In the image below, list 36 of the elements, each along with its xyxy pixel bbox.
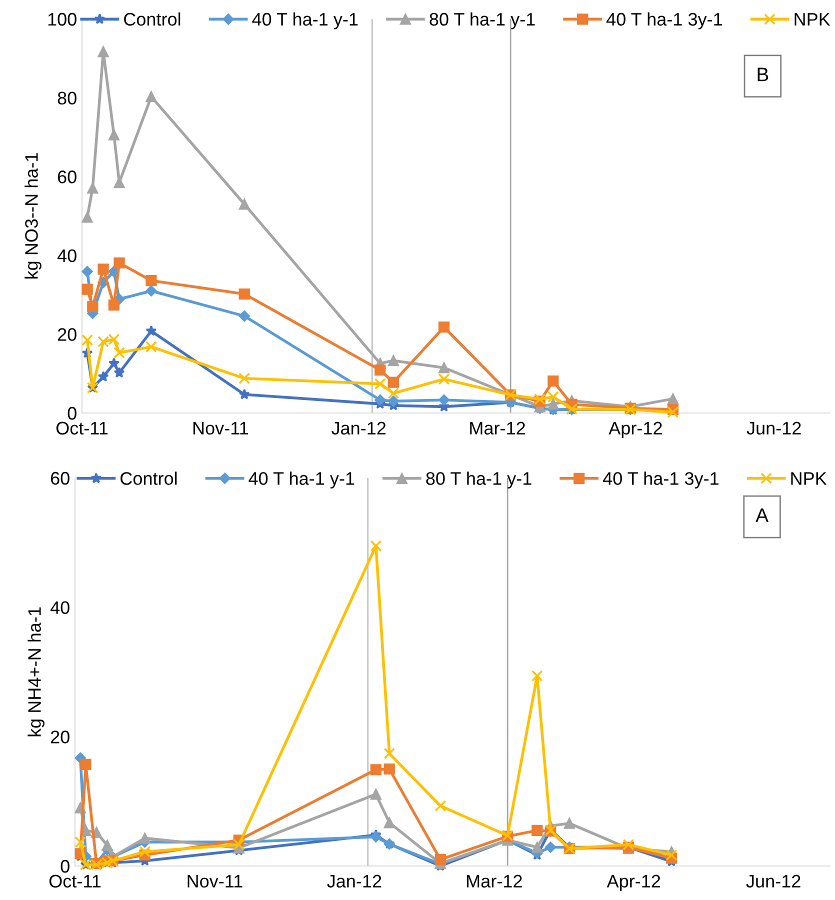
x-tick-label: Oct-11 bbox=[56, 422, 108, 435]
y-tick-label: 0 bbox=[60, 860, 70, 873]
x-tick-label: Jan-12 bbox=[327, 874, 382, 888]
legend-label: 40 T ha-1 3y-1 bbox=[602, 472, 718, 488]
legend-label: 40 T ha-1 3y-1 bbox=[606, 12, 722, 30]
y-tick-label: 40 bbox=[50, 601, 70, 614]
y-axis-title: kg NO3--N ha-1 bbox=[24, 153, 42, 278]
annotation: A bbox=[756, 508, 768, 522]
y-tick-label: 60 bbox=[50, 472, 70, 485]
x-tick-label: Apr-12 bbox=[608, 422, 662, 438]
y-tick-label: 60 bbox=[58, 170, 76, 184]
legend-label: NPK bbox=[794, 13, 830, 26]
x-tick-label: Jun-12 bbox=[746, 874, 800, 888]
x-tick-label: Jun-12 bbox=[746, 422, 801, 435]
y-tick-label: 40 bbox=[57, 249, 76, 262]
x-tick-label: Mar-12 bbox=[470, 422, 525, 435]
y-axis-title: kg NH4+-N ha-1 bbox=[28, 607, 44, 736]
legend-label: Control bbox=[120, 472, 177, 485]
legend-label: 80 T ha-1 y-1 bbox=[430, 12, 535, 30]
x-tick-label: Oct-11 bbox=[49, 874, 101, 888]
legend-label: Control bbox=[124, 12, 180, 26]
legend-label: NPK bbox=[791, 472, 827, 485]
y-tick-label: 20 bbox=[50, 730, 70, 744]
x-tick-label: Apr-12 bbox=[606, 874, 660, 892]
legend-label: 40 T ha-1 y-1 bbox=[252, 12, 358, 30]
y-tick-label: 20 bbox=[58, 328, 76, 341]
y-tick-label: 0 bbox=[68, 406, 76, 420]
annotation: B bbox=[758, 68, 768, 82]
x-tick-label: Nov-11 bbox=[188, 874, 242, 888]
legend-label: 40 T ha-1 y-1 bbox=[248, 472, 354, 488]
x-tick-label: Jan-12 bbox=[332, 422, 386, 435]
legend-label: 80 T ha-1 y-1 bbox=[426, 472, 532, 488]
y-tick-label: 80 bbox=[58, 92, 76, 105]
y-tick-label: 100 bbox=[48, 12, 76, 26]
x-tick-label: Nov-11 bbox=[193, 422, 248, 435]
x-tick-label: Mar-12 bbox=[467, 874, 522, 888]
